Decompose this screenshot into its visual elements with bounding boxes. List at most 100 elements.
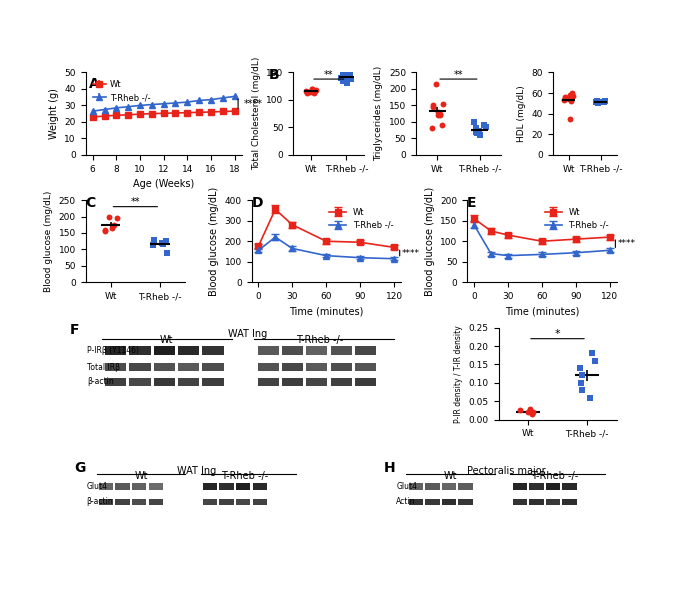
Text: **: ** (324, 69, 334, 80)
Point (100, 226, 111, 236)
Point (310, 86, 321, 96)
Point (567, 91, 578, 101)
Text: C: C (86, 196, 96, 210)
Point (108, 220, 119, 230)
Bar (258, 346, 279, 355)
Text: Actin: Actin (397, 497, 416, 506)
Point (436, 120, 447, 130)
Point (301, 86, 312, 95)
Point (426, 124, 437, 133)
Point (598, 97, 609, 107)
Text: Wt: Wt (134, 471, 148, 481)
Bar (132, 483, 147, 490)
Text: T-Rheb -/-: T-Rheb -/- (531, 471, 578, 481)
Point (471, 127, 482, 137)
Point (514, 406, 525, 416)
Point (480, 122, 491, 132)
Point (523, 408, 534, 417)
Text: A: A (89, 77, 99, 91)
X-axis label: Time (minutes): Time (minutes) (289, 307, 363, 316)
Point (576, 371, 587, 381)
Text: **: ** (131, 197, 140, 207)
Text: Glut4: Glut4 (87, 482, 108, 491)
Point (433, 107, 444, 117)
Point (599, 97, 610, 106)
Bar (99, 483, 113, 490)
Point (302, 87, 313, 97)
Bar (105, 346, 126, 355)
Point (590, 97, 601, 107)
Bar (129, 363, 151, 371)
Point (527, 410, 538, 419)
Bar (203, 483, 217, 490)
Point (103, 211, 114, 221)
Bar (546, 499, 560, 505)
Point (340, 75, 351, 85)
Bar (306, 378, 327, 385)
Text: Glut4: Glut4 (397, 482, 417, 491)
Bar (178, 378, 199, 385)
Point (564, 90, 575, 100)
Point (592, 97, 603, 106)
Point (479, 120, 490, 130)
Y-axis label: P-IR density / T-IR density: P-IR density / T-IR density (454, 325, 463, 423)
Point (310, 85, 321, 95)
Bar (99, 499, 113, 505)
Bar (132, 499, 147, 505)
Bar (282, 363, 303, 371)
Bar (306, 363, 327, 371)
Y-axis label: Blood glucose (mg/dL): Blood glucose (mg/dL) (44, 190, 53, 292)
Bar (219, 499, 234, 505)
Point (590, 356, 601, 365)
Point (470, 125, 481, 135)
Point (565, 94, 576, 103)
Bar (442, 499, 456, 505)
Bar (253, 499, 267, 505)
Point (472, 129, 483, 138)
Point (560, 94, 571, 104)
Point (577, 385, 588, 395)
Point (564, 114, 575, 124)
Text: T-Rheb -/-: T-Rheb -/- (296, 335, 342, 345)
Y-axis label: Weight (g): Weight (g) (49, 88, 59, 139)
Point (566, 88, 577, 98)
Bar (331, 346, 351, 355)
Point (471, 127, 482, 137)
Point (106, 223, 117, 233)
Bar (355, 378, 376, 385)
Y-axis label: Total Cholesterol (mg/dL): Total Cholesterol (mg/dL) (252, 57, 261, 170)
Point (341, 79, 352, 88)
Bar (562, 499, 577, 505)
Text: *: * (555, 329, 560, 339)
Text: **: ** (453, 69, 463, 80)
Point (562, 94, 573, 103)
Text: B: B (269, 68, 279, 82)
Bar (258, 378, 279, 385)
Bar (529, 499, 543, 505)
Point (338, 72, 349, 82)
Bar (458, 483, 473, 490)
Point (346, 74, 357, 84)
Point (345, 71, 356, 80)
Point (475, 130, 486, 140)
Bar (105, 378, 126, 385)
Legend: Wt, T-Rheb -/-: Wt, T-Rheb -/- (90, 77, 153, 106)
Bar (178, 363, 199, 371)
Bar (129, 378, 151, 385)
Bar (529, 483, 543, 490)
Point (148, 240, 159, 249)
Point (438, 99, 449, 109)
Text: Pectoralis major: Pectoralis major (466, 466, 545, 477)
Bar (105, 363, 126, 371)
Bar (425, 499, 440, 505)
Point (586, 349, 597, 358)
Bar (331, 363, 351, 371)
Point (308, 88, 319, 97)
Text: WAT Ing: WAT Ing (228, 330, 267, 339)
Y-axis label: Blood glucose (mg/dL): Blood glucose (mg/dL) (209, 187, 219, 296)
Bar (153, 378, 175, 385)
Point (574, 363, 585, 373)
Point (338, 68, 349, 77)
Point (339, 69, 350, 79)
Bar (458, 499, 473, 505)
